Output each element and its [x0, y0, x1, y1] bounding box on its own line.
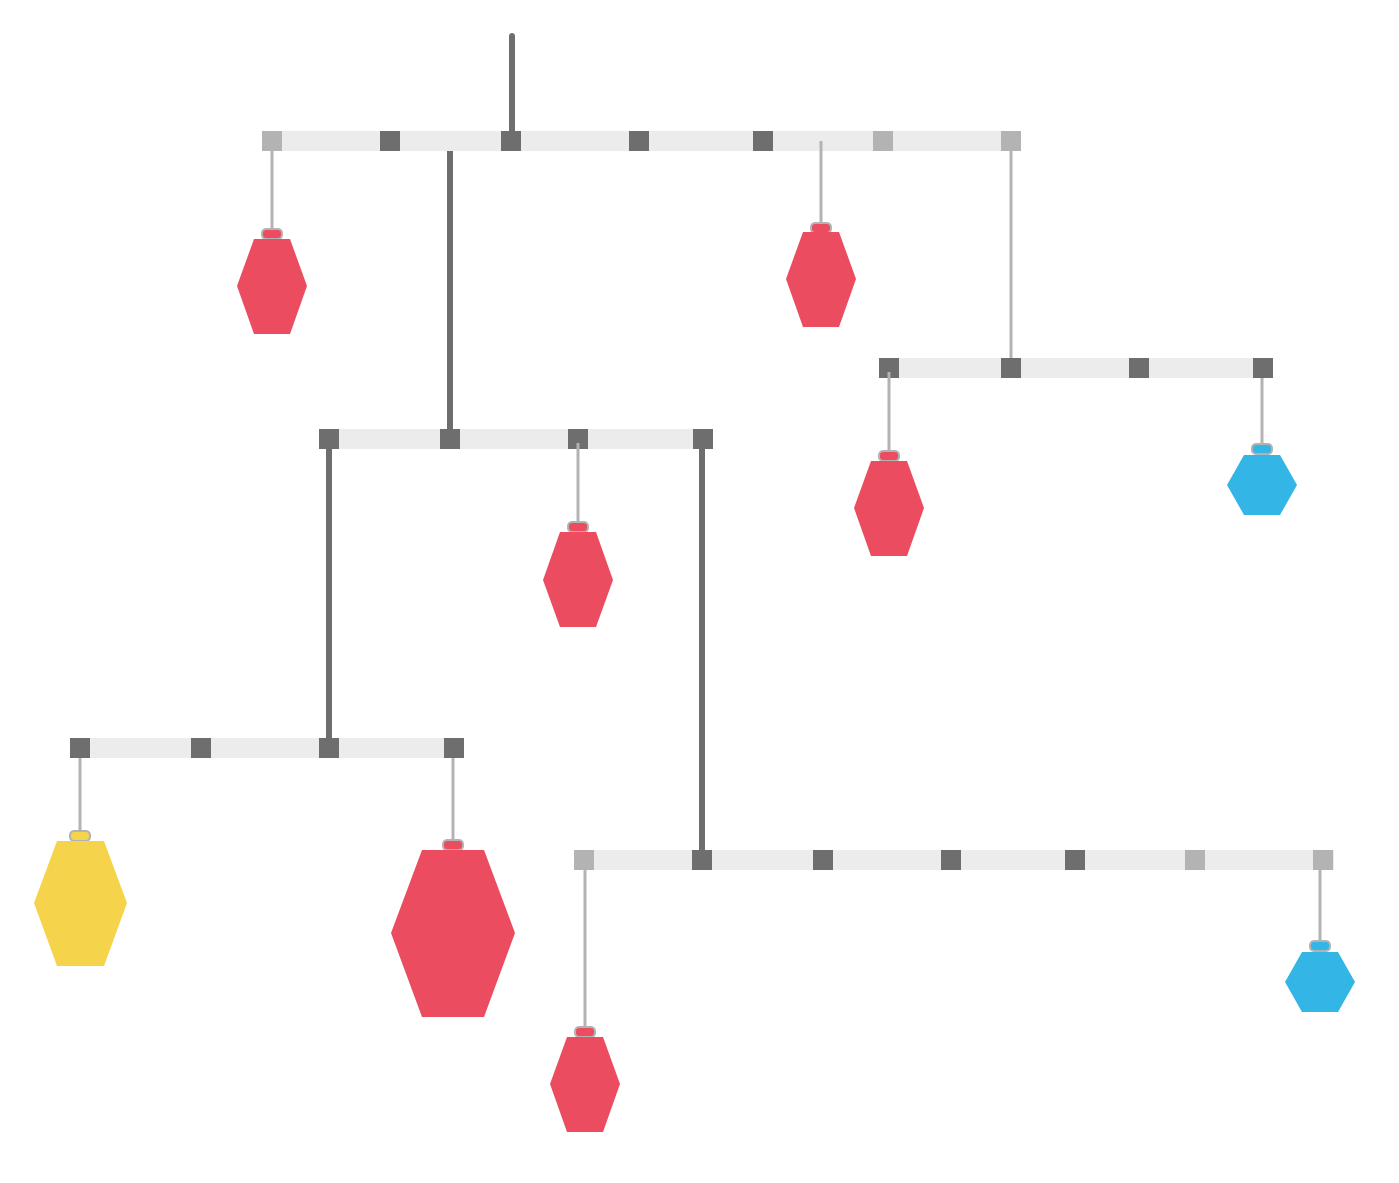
ornament-cap [567, 521, 589, 533]
ornament-yellow-1 [34, 830, 127, 966]
pivot-node [444, 738, 464, 758]
ornament-red-3 [854, 450, 924, 556]
beam-bottom-left [70, 738, 464, 758]
ornament-red-1 [237, 228, 307, 334]
ornament-cap [810, 222, 832, 234]
ornament-body [550, 1037, 620, 1132]
beam-bottom-right [574, 850, 1334, 870]
beam-right [879, 358, 1273, 378]
pivot-node [191, 738, 211, 758]
pivot-node [941, 850, 961, 870]
ornament-body [1227, 455, 1297, 515]
pivot-node [879, 358, 899, 378]
ornament-body [543, 532, 613, 627]
ornament-cap [1309, 940, 1331, 952]
pivot-node [319, 738, 339, 758]
pivot-node [1129, 358, 1149, 378]
pivot-node [574, 850, 594, 870]
beam-bar [879, 358, 1273, 378]
ornament-cap [442, 839, 464, 851]
ornament-cap [69, 830, 91, 842]
ornament-cap [878, 450, 900, 462]
beam-middle [319, 429, 713, 449]
pivot-node [1313, 850, 1333, 870]
ornament-red-4 [543, 521, 613, 627]
pivot-node [440, 429, 460, 449]
beam-top [262, 131, 1021, 151]
ornament-body [1285, 952, 1355, 1012]
pivot-node [568, 429, 588, 449]
ornament-body [34, 841, 127, 966]
pivot-node [1065, 850, 1085, 870]
ornament-blue-1 [1227, 443, 1297, 515]
pivot-node [692, 850, 712, 870]
pivot-node [1001, 358, 1021, 378]
ornament-body [854, 461, 924, 556]
ornament-body [786, 232, 856, 327]
ornament-cap [261, 228, 283, 240]
beam-bar [319, 429, 713, 449]
pivot-node [813, 850, 833, 870]
pivot-node [693, 429, 713, 449]
pivot-node [873, 131, 893, 151]
pivot-node [629, 131, 649, 151]
ornament-red-6 [550, 1026, 620, 1132]
ornament-cap [1251, 443, 1273, 455]
ornament-red-5 [391, 839, 515, 1017]
pivot-node [1185, 850, 1205, 870]
pivot-node [1253, 358, 1273, 378]
pivot-node [262, 131, 282, 151]
pivot-node [380, 131, 400, 151]
ornament-cap [574, 1026, 596, 1038]
pivot-node [501, 131, 521, 151]
ornament-blue-2 [1285, 940, 1355, 1012]
pivot-node [1001, 131, 1021, 151]
ornament-body [391, 850, 515, 1017]
beam-bar [70, 738, 464, 758]
ornament-red-2 [786, 222, 856, 327]
pivot-node [319, 429, 339, 449]
ornament-body [237, 239, 307, 334]
pivot-node [70, 738, 90, 758]
pivot-node [753, 131, 773, 151]
